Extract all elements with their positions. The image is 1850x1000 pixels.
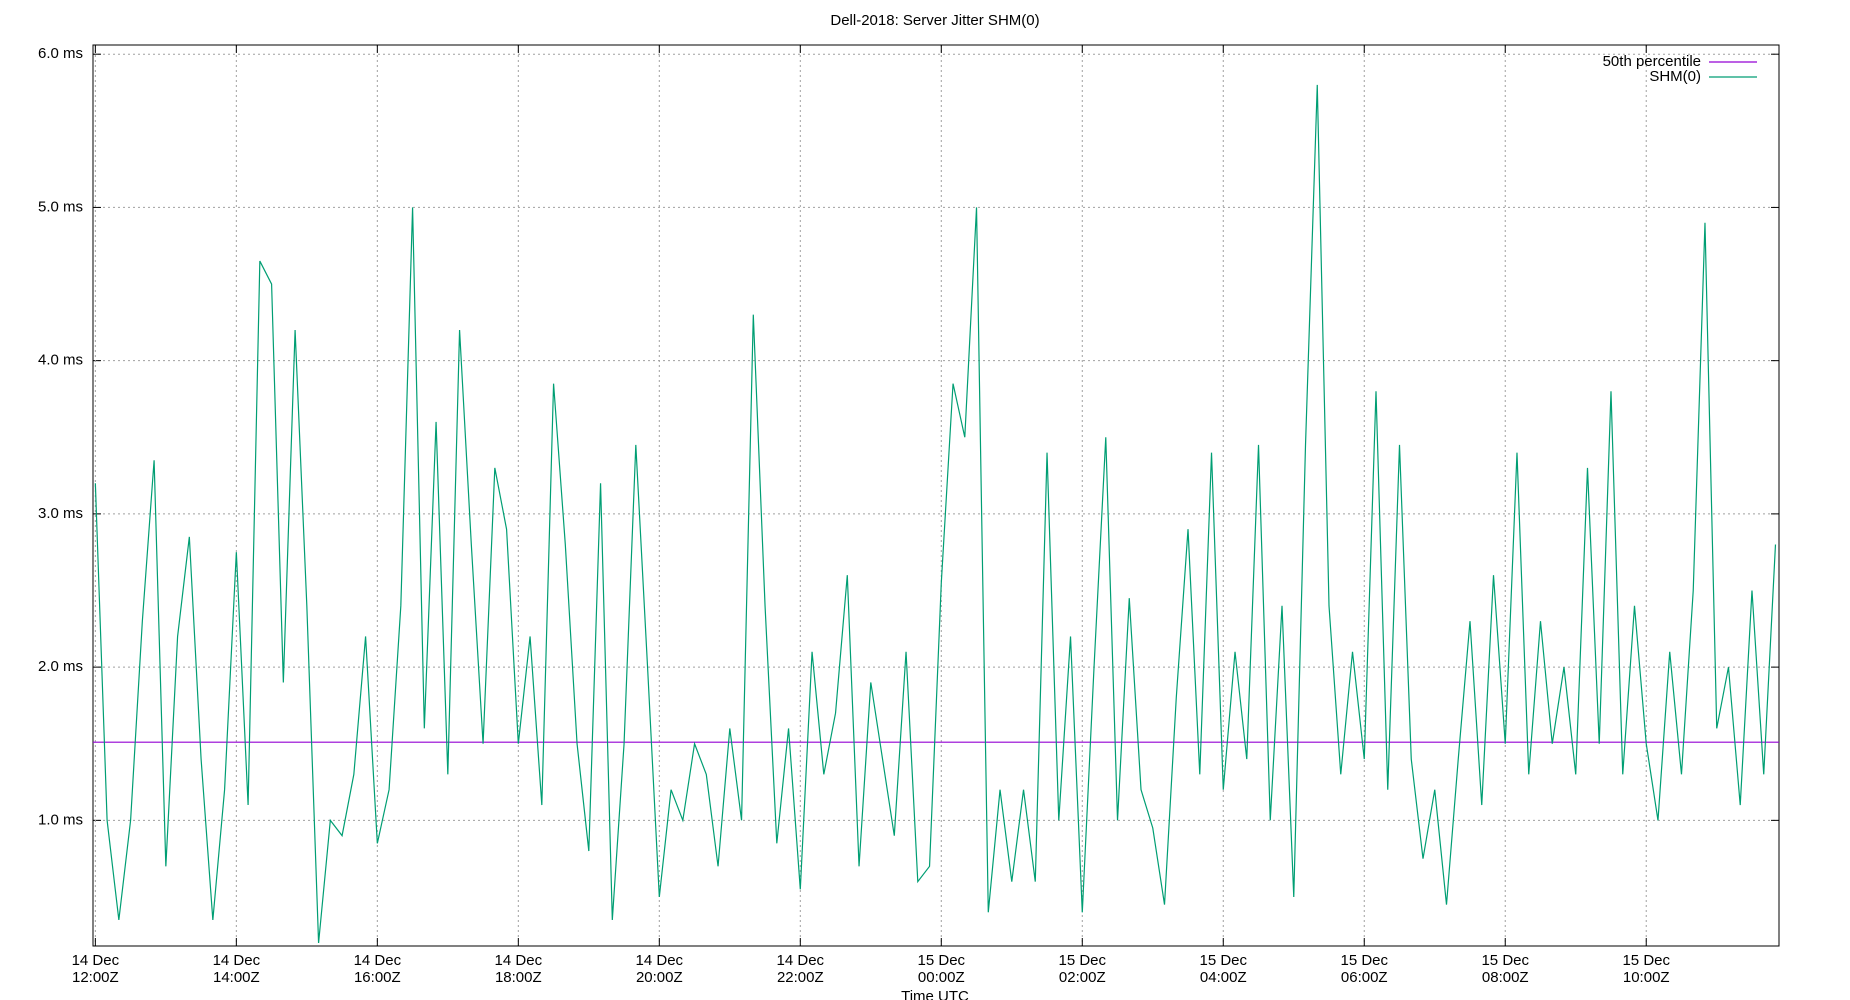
x-tick-label: 14 Dec 16:00Z [354,952,402,986]
x-tick-label: 14 Dec 18:00Z [495,952,543,986]
x-tick-label: 14 Dec 12:00Z [72,952,120,986]
y-tick-label: 5.0 ms [38,198,83,215]
x-tick-label: 15 Dec 02:00Z [1059,952,1107,986]
x-tick-label: 15 Dec 10:00Z [1622,952,1670,986]
x-axis-label: Time UTC [901,988,969,1000]
y-tick-label: 2.0 ms [38,658,83,675]
y-tick-label: 3.0 ms [38,505,83,522]
chart-title: Dell-2018: Server Jitter SHM(0) [830,12,1039,29]
x-tick-label: 15 Dec 08:00Z [1481,952,1529,986]
x-tick-label: 15 Dec 04:00Z [1200,952,1248,986]
x-tick-label: 15 Dec 00:00Z [918,952,966,986]
legend-label: 50th percentile [1603,53,1701,70]
y-tick-label: 4.0 ms [38,352,83,369]
y-tick-label: 6.0 ms [38,45,83,62]
x-tick-label: 14 Dec 14:00Z [213,952,261,986]
x-tick-label: 14 Dec 22:00Z [777,952,825,986]
series-line [94,84,1777,943]
plot-frame [92,44,1780,947]
x-tick-label: 15 Dec 06:00Z [1340,952,1388,986]
x-tick-label: 14 Dec 20:00Z [636,952,684,986]
y-tick-label: 1.0 ms [38,811,83,828]
legend-label: SHM(0) [1649,68,1701,85]
